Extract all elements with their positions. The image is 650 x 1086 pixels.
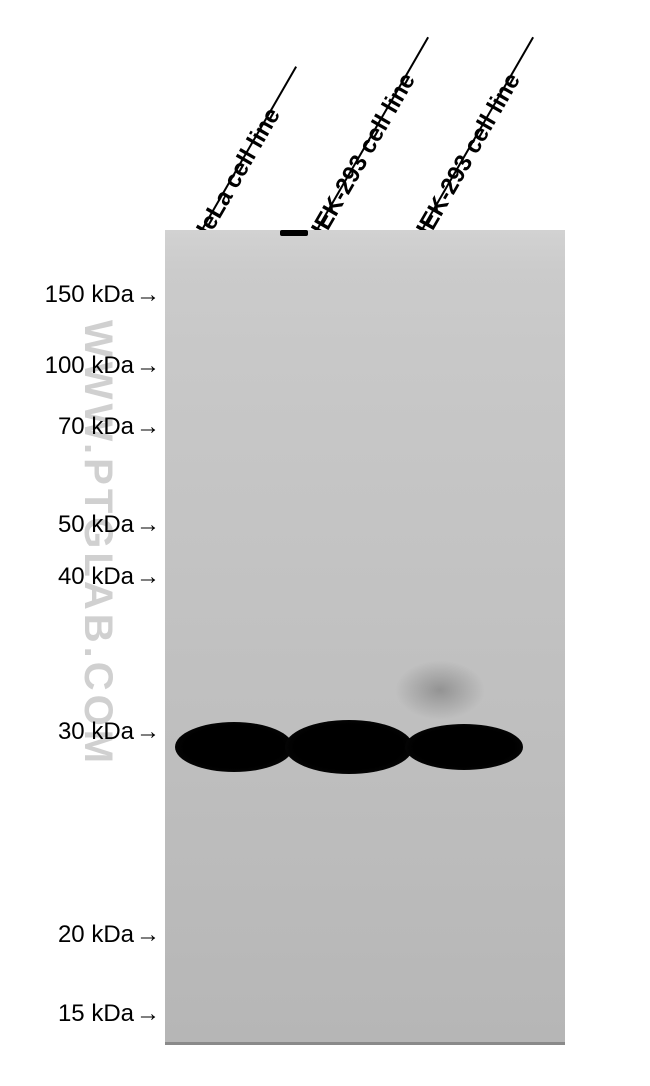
mw-text: 20 kDa <box>58 921 134 949</box>
mw-label-150: 150 kDa→ <box>45 281 160 309</box>
band-lane-3 <box>405 724 523 770</box>
mw-text: 150 kDa <box>45 281 134 309</box>
band-lane-2 <box>285 720 413 774</box>
arrow-icon: → <box>136 281 160 309</box>
mw-label-30: 30 kDa→ <box>58 718 160 746</box>
mw-label-70: 70 kDa→ <box>58 413 160 441</box>
mw-label-20: 20 kDa→ <box>58 921 160 949</box>
arrow-icon: → <box>136 563 160 591</box>
lane-label-3-underline <box>421 37 534 230</box>
arrow-icon: → <box>136 511 160 539</box>
arrow-icon: → <box>136 718 160 746</box>
mw-label-50: 50 kDa→ <box>58 511 160 539</box>
mw-text: 100 kDa <box>45 352 134 380</box>
arrow-icon: → <box>136 921 160 949</box>
mw-text: 50 kDa <box>58 511 134 539</box>
mw-text: 70 kDa <box>58 413 134 441</box>
blot-bottom-edge <box>165 1042 565 1045</box>
mw-labels-group: 150 kDa→ 100 kDa→ 70 kDa→ 50 kDa→ 40 kDa… <box>0 0 160 1086</box>
mw-label-15: 15 kDa→ <box>58 1000 160 1028</box>
arrow-icon: → <box>136 1000 160 1028</box>
lane-label-1-underline <box>201 66 297 230</box>
arrow-icon: → <box>136 413 160 441</box>
mw-text: 15 kDa <box>58 1000 134 1028</box>
western-blot-figure: HeLa cell line HEK-293 cell line HEK-293… <box>0 0 650 1086</box>
mw-text: 40 kDa <box>58 563 134 591</box>
band-lane-1 <box>175 722 293 772</box>
lane-label-2-underline <box>316 37 429 230</box>
mw-label-100: 100 kDa→ <box>45 352 160 380</box>
blot-smudge <box>395 660 485 720</box>
blot-membrane <box>165 230 565 1045</box>
mw-label-40: 40 kDa→ <box>58 563 160 591</box>
blot-artifact <box>280 230 308 236</box>
arrow-icon: → <box>136 352 160 380</box>
mw-text: 30 kDa <box>58 718 134 746</box>
